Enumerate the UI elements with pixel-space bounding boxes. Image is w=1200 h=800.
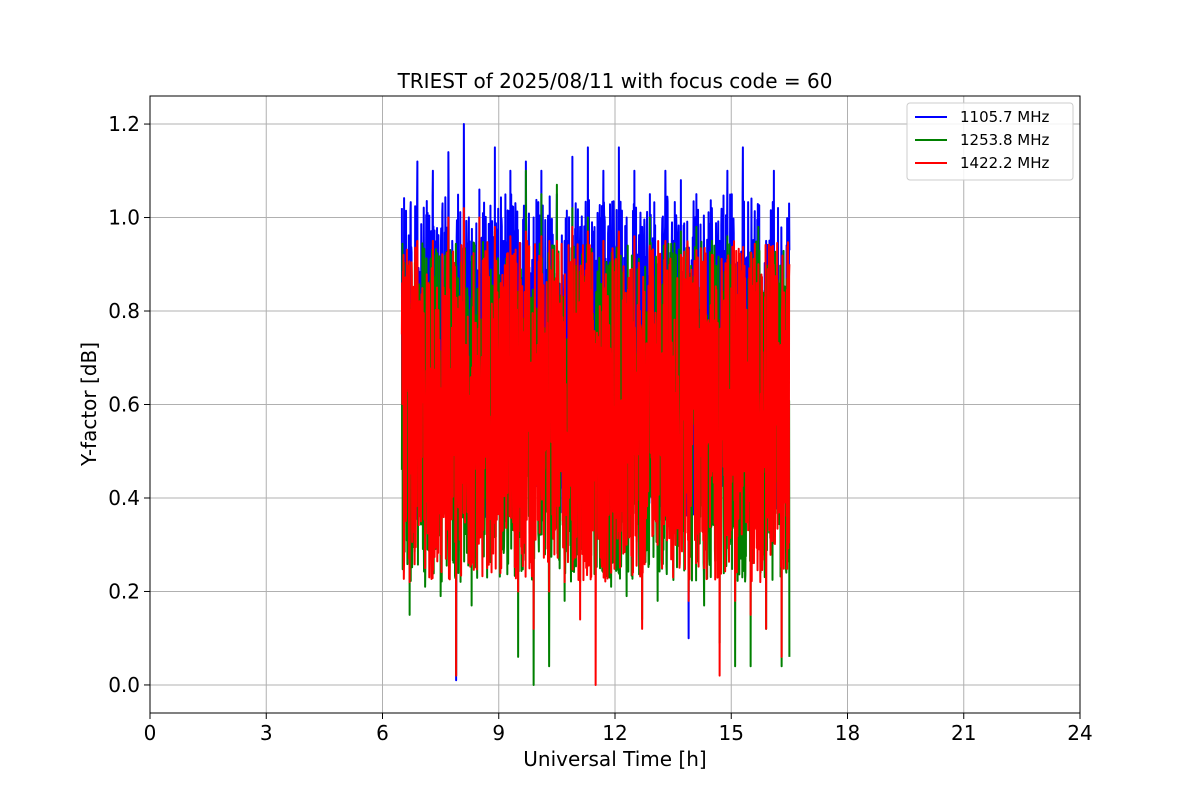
plot-series: [400, 123, 791, 686]
legend-label: 1422.2 MHz: [960, 154, 1049, 172]
x-tick-label: 9: [492, 721, 505, 745]
y-axis-label: Y-factor [dB]: [77, 342, 101, 467]
y-tick-label: 1.0: [108, 206, 140, 230]
x-tick-label: 18: [835, 721, 860, 745]
y-tick-label: 0.2: [108, 579, 140, 603]
legend-label: 1253.8 MHz: [960, 131, 1049, 149]
chart-title: TRIEST of 2025/08/11 with focus code = 6…: [397, 69, 833, 93]
x-tick-label: 3: [260, 721, 273, 745]
x-tick-label: 21: [951, 721, 976, 745]
x-tick-label: 15: [719, 721, 744, 745]
x-tick-label: 24: [1067, 721, 1092, 745]
legend-label: 1105.7 MHz: [960, 108, 1049, 126]
y-tick-label: 0.4: [108, 486, 140, 510]
y-axis-ticks: 0.0 0.2 0.4 0.6 0.8 1.0 1.2: [108, 112, 150, 697]
x-tick-label: 12: [602, 721, 627, 745]
series-line-3: [400, 207, 791, 686]
legend-box: [906, 102, 1074, 181]
x-axis-ticks: 0 3 6 9 12 15 18 21 24: [144, 713, 1093, 745]
y-tick-label: 0.6: [108, 393, 140, 417]
x-axis-label: Universal Time [h]: [523, 747, 706, 771]
y-tick-label: 0.8: [108, 299, 140, 323]
x-tick-label: 0: [144, 721, 157, 745]
y-tick-label: 0.0: [108, 673, 140, 697]
y-tick-label: 1.2: [108, 112, 140, 136]
x-tick-label: 6: [376, 721, 389, 745]
legend: 1105.7 MHz 1253.8 MHz 1422.2 MHz: [906, 102, 1074, 181]
